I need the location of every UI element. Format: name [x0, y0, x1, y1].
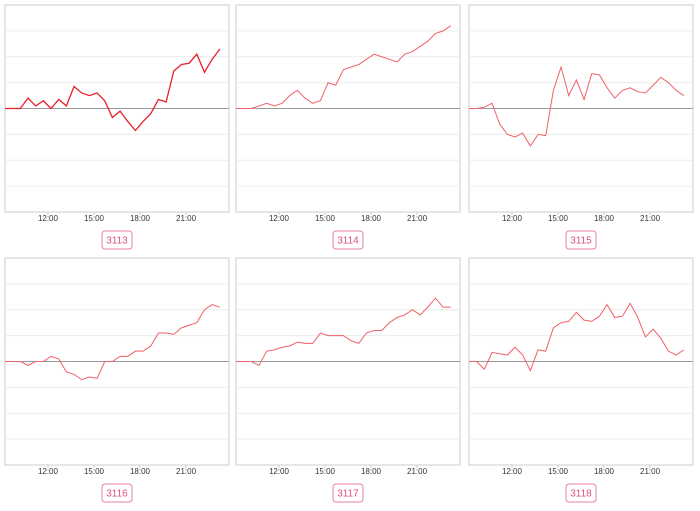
price-line	[469, 65, 685, 147]
x-tick-label: 21:00	[176, 467, 197, 476]
x-tick-label: 21:00	[640, 214, 661, 223]
x-tick-label: 18:00	[361, 214, 382, 223]
x-tick-label: 15:00	[548, 467, 569, 476]
chart-panel: 12:00 15:00 18:00 21:00 3114	[235, 4, 461, 250]
chart-panel: 12:00 15:00 18:00 21:00 3115	[468, 4, 694, 250]
x-tick-label: 12:00	[502, 214, 523, 223]
price-line	[236, 25, 452, 109]
tag-box	[101, 230, 133, 250]
tag-box	[332, 483, 364, 503]
x-tick-label: 15:00	[84, 214, 105, 223]
x-tick-label: 12:00	[269, 214, 290, 223]
x-tick-label: 21:00	[640, 467, 661, 476]
x-tick-label: 12:00	[38, 467, 59, 476]
price-line	[469, 302, 685, 372]
price-line	[5, 304, 220, 381]
tag-box	[565, 483, 597, 503]
x-tick-label: 18:00	[361, 467, 382, 476]
x-tick-label: 21:00	[407, 214, 428, 223]
x-tick-label: 15:00	[315, 214, 336, 223]
chart-title: 3114	[337, 236, 359, 247]
x-tick-label: 21:00	[176, 214, 197, 223]
x-tick-label: 15:00	[315, 467, 336, 476]
tag-box	[101, 483, 133, 503]
x-tick-label: 15:00	[548, 214, 569, 223]
x-tick-label: 21:00	[407, 467, 428, 476]
chart-panel: 12:00 15:00 18:00 21:00 3118	[468, 257, 694, 503]
x-tick-label: 18:00	[594, 214, 615, 223]
x-tick-label: 12:00	[502, 467, 523, 476]
chart-title: 3117	[337, 489, 359, 500]
chart-panel: 12:00 15:00 18:00 21:00 3113	[4, 4, 230, 250]
x-tick-label: 15:00	[84, 467, 105, 476]
x-tick-label: 18:00	[130, 214, 151, 223]
x-tick-label: 12:00	[38, 214, 59, 223]
chart-title: 3118	[570, 489, 592, 500]
x-tick-label: 18:00	[594, 467, 615, 476]
chart-title: 3113	[106, 236, 128, 247]
price-line	[236, 297, 451, 367]
chart-panel: 12:00 15:00 18:00 21:00 3116	[4, 257, 230, 503]
x-tick-label: 12:00	[269, 467, 290, 476]
tag-box	[332, 230, 364, 250]
tag-box	[565, 230, 597, 250]
chart-title: 3115	[570, 236, 592, 247]
price-line	[5, 48, 221, 132]
chart-title: 3116	[106, 489, 128, 500]
chart-panel: 12:00 15:00 18:00 21:00 3117	[235, 257, 461, 503]
x-tick-label: 18:00	[130, 467, 151, 476]
